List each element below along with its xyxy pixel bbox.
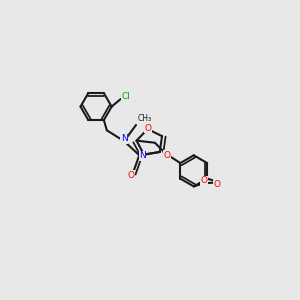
Text: O: O — [164, 151, 171, 160]
Text: CH₃: CH₃ — [137, 115, 152, 124]
Text: Cl: Cl — [121, 92, 130, 101]
Text: O: O — [214, 180, 221, 189]
Text: N: N — [139, 151, 146, 160]
Text: O: O — [128, 171, 135, 180]
Text: O: O — [144, 124, 151, 133]
Text: O: O — [200, 176, 208, 185]
Text: N: N — [121, 134, 128, 143]
